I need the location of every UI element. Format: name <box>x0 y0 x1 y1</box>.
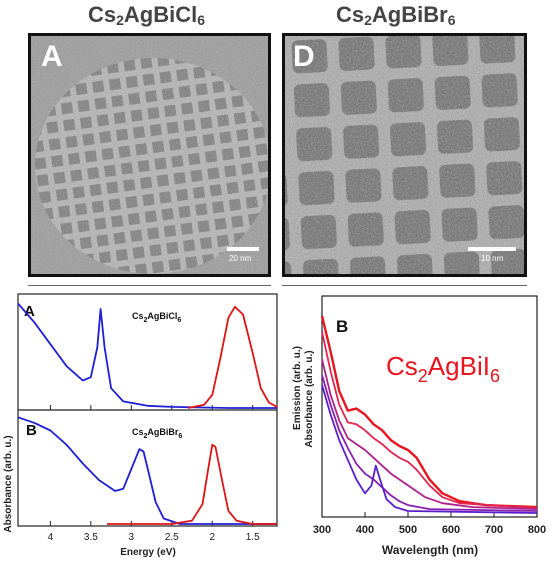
x-tick-label: 3.5 <box>84 532 98 543</box>
series-label-cl: Cs2AgBiCl6 <box>132 311 181 324</box>
series-line-2 <box>321 359 538 510</box>
y-axis-label-emission: Emission (arb. u.) <box>292 346 303 430</box>
series-line-a-0 <box>17 302 277 409</box>
divider <box>282 285 527 286</box>
panel-letter: B <box>26 422 37 439</box>
x-tick-label: 2.5 <box>165 532 179 543</box>
panel-letter: A <box>24 303 35 320</box>
tem-image-br: D 10 nm <box>282 33 527 277</box>
y-axis-label: Absorbance (arb. u.) <box>3 435 14 532</box>
series-line-b-0 <box>17 416 277 525</box>
scalebar <box>468 247 516 251</box>
scalebar-label: 20 nm <box>229 254 252 263</box>
title-right: Cs2AgBiBr6 <box>336 2 456 28</box>
scalebar-label: 10 nm <box>481 254 504 263</box>
x-tick-label: 3 <box>129 532 135 543</box>
x-tick-label: 800 <box>528 524 546 536</box>
x-tick-label: 700 <box>485 524 503 536</box>
series-line-1 <box>321 331 538 509</box>
series-label-br: Cs2AgBiBr6 <box>132 427 182 440</box>
panel-letter-a: A <box>41 40 63 73</box>
x-tick-label: 600 <box>442 524 460 536</box>
series-line-b-1 <box>107 443 277 525</box>
x-axis-label: Energy (eV) <box>120 547 176 558</box>
series-line-a-1 <box>187 305 278 409</box>
scalebar <box>227 247 259 251</box>
energy-chart: Absorbance (arb. u.) A Cs2AgBiCl6 B Cs2A… <box>3 293 278 558</box>
tem-image-cl: A 20 nm <box>28 33 271 277</box>
x-axis-label: Wavelength (nm) <box>382 543 478 557</box>
divider <box>28 285 271 286</box>
y-axis-label-absorbance: Absorbance (arb. u.) <box>304 350 315 447</box>
title-left: Cs2AgBiCl6 <box>88 2 206 28</box>
x-tick-label: 1.5 <box>246 532 260 543</box>
x-tick-label: 4 <box>48 532 54 543</box>
tem-texture-cl <box>31 36 268 274</box>
compound-label: Cs2AgBiI6 <box>386 351 500 386</box>
plot-frame <box>321 295 538 518</box>
x-tick-label: 2 <box>209 532 215 543</box>
series-line-0 <box>320 315 538 509</box>
wavelength-chart: Emission (arb. u.) Absorbance (arb. u.) … <box>292 295 546 557</box>
panel-letter-d: D <box>293 40 315 73</box>
panel-letter: B <box>336 317 348 336</box>
x-tick-label: 500 <box>399 524 417 536</box>
series-line-4 <box>321 384 538 514</box>
tem-texture-br <box>285 36 524 274</box>
x-tick-label: 400 <box>356 524 374 536</box>
x-tick-label: 300 <box>313 524 331 536</box>
